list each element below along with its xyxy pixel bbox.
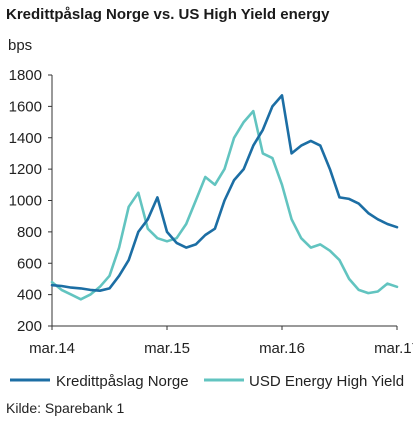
- y-tick-label: 600: [17, 255, 42, 272]
- x-tick-label: mar.16: [259, 340, 305, 357]
- legend-label: USD Energy High Yield: [249, 373, 404, 390]
- chart-series: [50, 94, 399, 301]
- chart-title: Kredittpåslag Norge vs. US High Yield en…: [6, 6, 330, 23]
- x-axis-ticks: mar.14 mar.15 mar.16 mar.17: [29, 326, 413, 357]
- x-tick-label: mar.15: [144, 340, 190, 357]
- y-axis-unit: bps: [8, 37, 33, 54]
- y-tick-label: 1800: [9, 67, 42, 84]
- chart-legend: Kredittpåslag Norge USD Energy High Yield: [10, 373, 404, 390]
- source-note: Kilde: Sparebank 1: [6, 400, 125, 416]
- y-tick-label: 1600: [9, 98, 42, 115]
- x-tick-label: mar.17: [374, 340, 413, 357]
- x-tick-label: mar.14: [29, 340, 75, 357]
- series-line: [50, 109, 399, 301]
- legend-label: Kredittpåslag Norge: [56, 373, 189, 390]
- series-line: [50, 94, 399, 292]
- y-tick-label: 400: [17, 287, 42, 304]
- y-axis-ticks: 200 400 600 800 1000 1200 1400 1600 1800: [9, 67, 52, 335]
- y-tick-label: 1000: [9, 193, 42, 210]
- y-tick-label: 1200: [9, 161, 42, 178]
- y-tick-label: 1400: [9, 130, 42, 147]
- y-tick-label: 200: [17, 318, 42, 335]
- y-tick-label: 800: [17, 224, 42, 241]
